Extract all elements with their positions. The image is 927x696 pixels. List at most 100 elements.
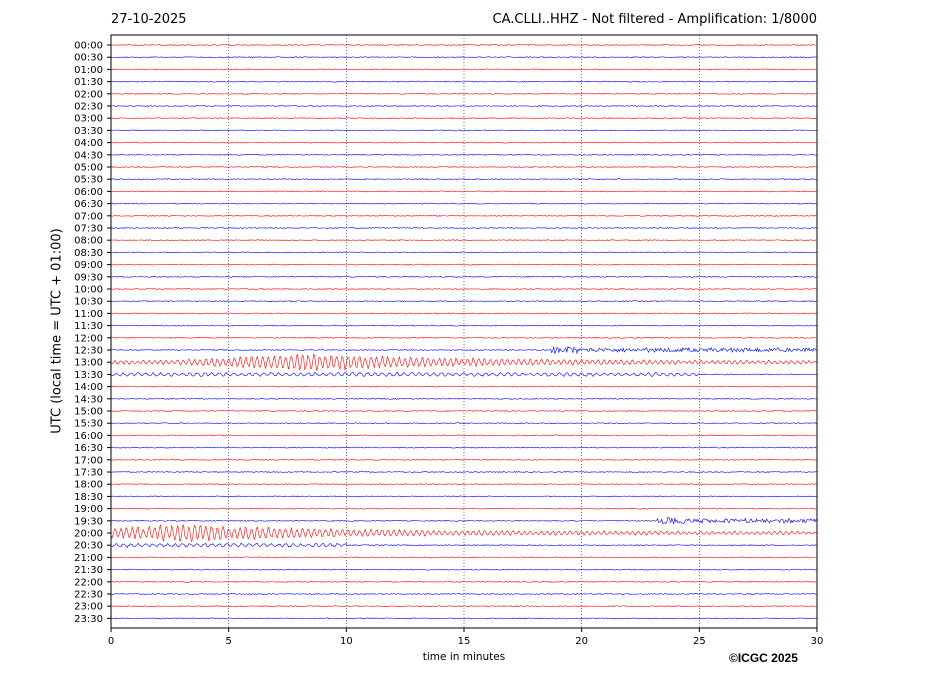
row-label: 15:30 xyxy=(74,419,103,430)
row-label: 15:00 xyxy=(74,407,103,418)
row-label: 08:00 xyxy=(74,236,103,247)
row-label: 07:00 xyxy=(74,211,103,222)
row-label: 01:30 xyxy=(74,77,103,88)
x-tick-label: 20 xyxy=(575,636,588,647)
trace-0800 xyxy=(110,239,818,242)
trace-0430 xyxy=(110,153,818,156)
y-axis-label: UTC (local time = UTC + 01:00) xyxy=(49,228,65,434)
trace-1100 xyxy=(110,312,818,315)
trace-2000 xyxy=(110,523,818,543)
trace-1930 xyxy=(110,516,818,525)
row-label: 10:00 xyxy=(74,285,103,296)
row-label: 11:30 xyxy=(74,321,103,332)
row-label: 21:30 xyxy=(74,565,103,576)
trace-1500 xyxy=(110,410,818,412)
trace-1700 xyxy=(110,458,818,461)
row-label: 14:30 xyxy=(74,394,103,405)
trace-0030 xyxy=(110,56,818,59)
trace-0830 xyxy=(110,251,818,254)
trace-1430 xyxy=(110,397,818,400)
trace-0330 xyxy=(110,129,818,132)
trace-1600 xyxy=(110,434,818,437)
row-label: 06:00 xyxy=(74,187,103,198)
trace-2100 xyxy=(110,556,818,559)
row-label: 00:00 xyxy=(74,41,103,52)
copyright-label: ©ICGC 2025 xyxy=(729,651,798,665)
trace-0130 xyxy=(110,80,818,83)
row-label: 18:00 xyxy=(74,480,103,491)
row-label: 17:30 xyxy=(74,468,103,479)
row-label: 20:00 xyxy=(74,529,103,540)
trace-1900 xyxy=(110,507,818,510)
row-label: 12:30 xyxy=(74,346,103,357)
trace-0230 xyxy=(110,105,818,107)
trace-0900 xyxy=(110,263,818,266)
row-label: 13:00 xyxy=(74,358,103,369)
x-tick-label: 30 xyxy=(811,636,824,647)
trace-1200 xyxy=(110,336,818,339)
row-label: 12:00 xyxy=(74,333,103,344)
row-label: 04:30 xyxy=(74,150,103,161)
x-tick-label: 25 xyxy=(693,636,706,647)
date-label: 27-10-2025 xyxy=(111,12,187,27)
row-label: 18:30 xyxy=(74,492,103,503)
trace-1530 xyxy=(110,422,818,425)
trace-1800 xyxy=(110,483,818,486)
row-label: 02:30 xyxy=(74,102,103,113)
row-label: 02:00 xyxy=(74,89,103,100)
row-label: 16:30 xyxy=(74,443,103,454)
row-label: 19:00 xyxy=(74,504,103,515)
row-label: 21:00 xyxy=(74,553,103,564)
row-label: 09:30 xyxy=(74,272,103,283)
row-label: 05:30 xyxy=(74,175,103,186)
x-axis-label: time in minutes xyxy=(422,651,506,663)
x-tick-label: 10 xyxy=(340,636,353,647)
row-label: 07:30 xyxy=(74,224,103,235)
trace-1300 xyxy=(110,353,818,371)
row-label: 00:30 xyxy=(74,53,103,64)
trace-0600 xyxy=(110,190,818,193)
trace-1400 xyxy=(110,385,818,388)
trace-1630 xyxy=(110,446,818,449)
row-label: 05:00 xyxy=(74,163,103,174)
row-label: 19:30 xyxy=(74,516,103,527)
trace-1130 xyxy=(110,324,818,327)
trace-0300 xyxy=(110,117,818,120)
trace-2230 xyxy=(110,593,818,595)
trace-2030 xyxy=(110,542,818,549)
trace-0000 xyxy=(110,44,818,46)
x-tick-label: 0 xyxy=(108,636,114,647)
row-label: 22:00 xyxy=(74,577,103,588)
row-label: 17:00 xyxy=(74,455,103,466)
trace-0730 xyxy=(110,227,818,229)
row-label: 14:00 xyxy=(74,382,103,393)
trace-0930 xyxy=(110,275,818,278)
trace-0200 xyxy=(110,92,818,95)
row-label: 10:30 xyxy=(74,297,103,308)
trace-1230 xyxy=(110,346,818,355)
row-label: 03:00 xyxy=(74,114,103,125)
trace-2330 xyxy=(110,617,818,620)
trace-1830 xyxy=(110,495,818,498)
row-label: 23:00 xyxy=(74,602,103,613)
trace-0100 xyxy=(110,68,818,71)
trace-2200 xyxy=(110,580,818,583)
row-label: 23:30 xyxy=(74,614,103,625)
chart-title: CA.CLLI..HHZ - Not filtered - Amplificat… xyxy=(492,12,818,27)
trace-1030 xyxy=(110,300,818,303)
trace-0700 xyxy=(110,214,818,217)
trace-1330 xyxy=(110,371,818,378)
trace-2130 xyxy=(110,568,818,571)
row-label: 08:30 xyxy=(74,248,103,259)
row-label: 01:00 xyxy=(74,65,103,76)
trace-0530 xyxy=(110,178,818,181)
trace-1000 xyxy=(110,288,818,290)
trace-1730 xyxy=(110,471,818,473)
row-label: 20:30 xyxy=(74,541,103,552)
row-label: 16:00 xyxy=(74,431,103,442)
row-label: 06:30 xyxy=(74,199,103,210)
row-label: 03:30 xyxy=(74,126,103,137)
trace-2300 xyxy=(110,605,818,608)
trace-0500 xyxy=(110,166,818,168)
